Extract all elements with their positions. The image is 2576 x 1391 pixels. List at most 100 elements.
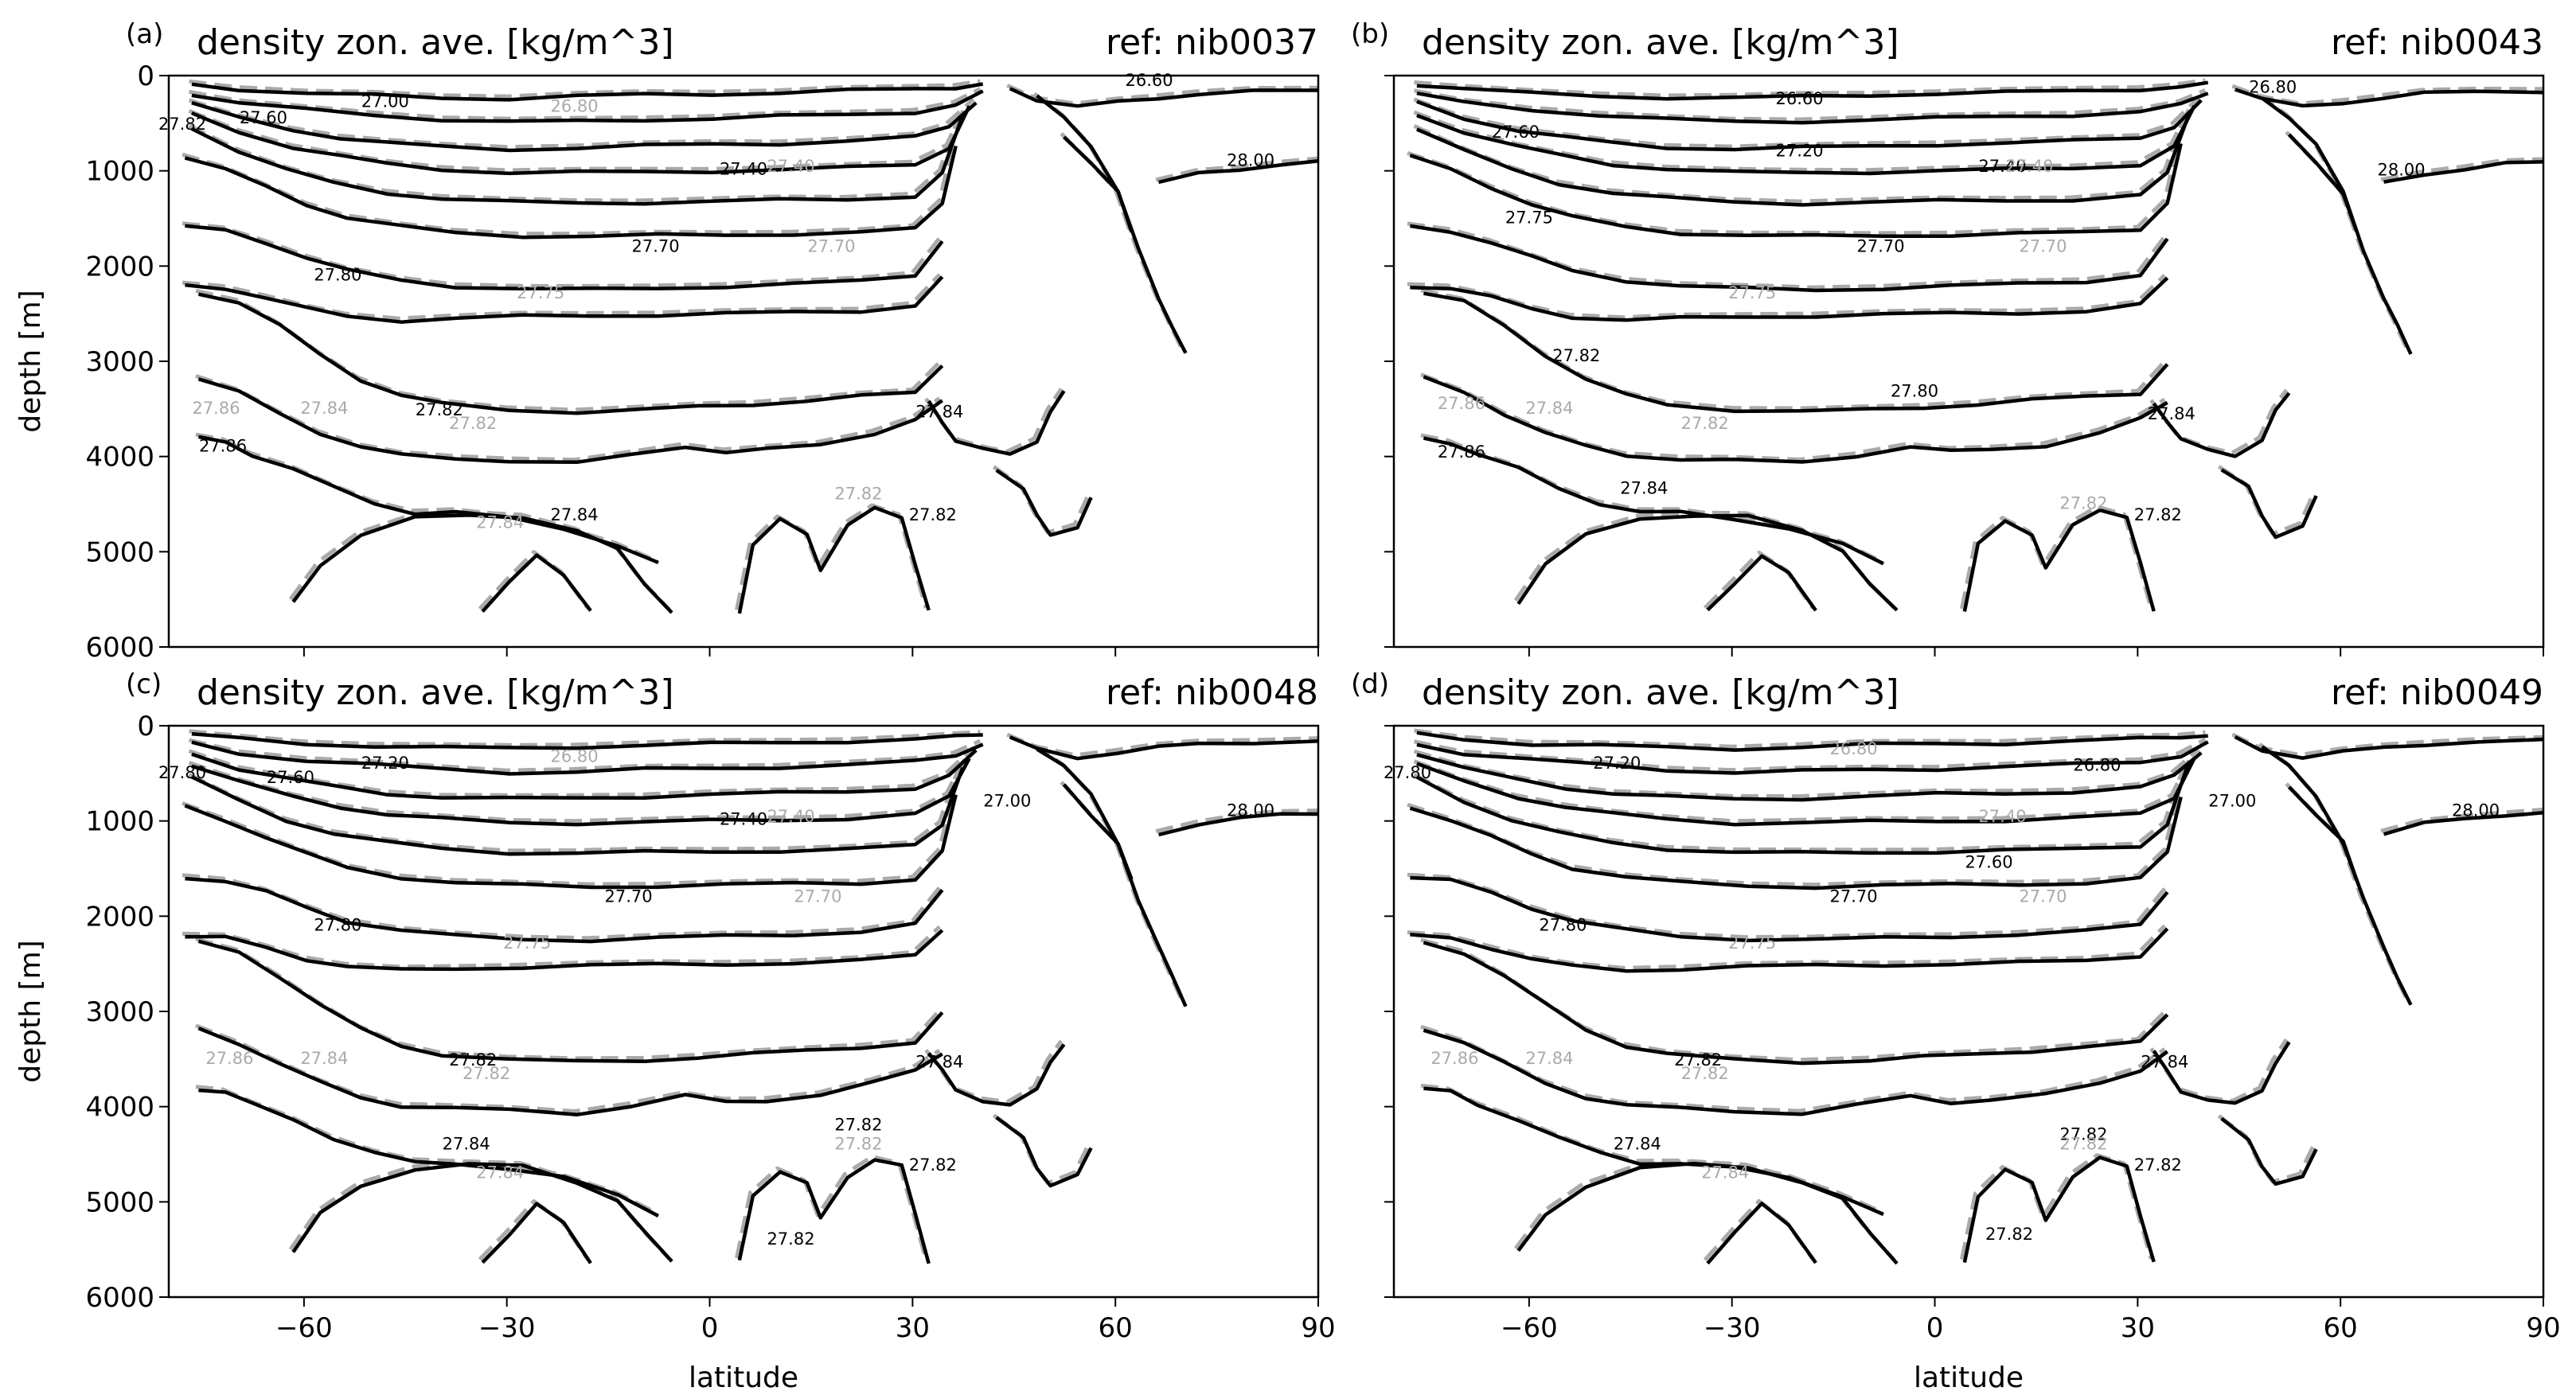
current-contour-line	[1063, 135, 1134, 233]
current-contour-line	[191, 758, 971, 827]
contour-label: 28.00	[2378, 161, 2426, 180]
contour-label: 27.00	[2208, 792, 2256, 811]
current-contour-line	[481, 553, 592, 614]
current-contour-line	[191, 89, 984, 123]
current-contour-line	[2220, 1116, 2318, 1186]
contour-label: 27.84	[300, 1049, 348, 1068]
reference-contour-line	[1032, 744, 1185, 1004]
current-contour-line	[197, 1027, 943, 1116]
current-contour-line	[2234, 735, 2543, 760]
contour-lines	[181, 729, 1318, 1264]
current-contour-line	[2383, 811, 2543, 836]
reference-contour-line	[1960, 505, 2153, 610]
current-contour-line	[1410, 224, 2169, 293]
contour-label: 27.82	[2134, 505, 2182, 524]
contour-label: 27.75	[503, 933, 551, 953]
contour-label: 27.84	[443, 1135, 490, 1154]
reference-contour-line	[188, 98, 975, 150]
x-tick-label: 30	[896, 1312, 930, 1344]
contour-label: 27.84	[1525, 399, 1573, 418]
reference-contour-line	[1413, 114, 2188, 204]
reference-contour-line	[188, 738, 982, 773]
reference-contour-line	[1060, 781, 1131, 879]
current-contour-line	[184, 145, 958, 240]
reference-contour-line	[189, 79, 981, 99]
current-contour-line	[1009, 87, 1318, 108]
y-tick-label: 6000	[85, 1282, 154, 1314]
panel-label: (c)	[126, 668, 162, 700]
panel-title: density zon. ave. [kg/m^3]	[197, 672, 674, 713]
reference-contour-line	[181, 221, 942, 288]
contour-label: 27.70	[605, 886, 653, 906]
axis-ticks: −60 −30 0 30 60 90	[1384, 725, 2561, 1344]
current-contour-line	[1416, 751, 2203, 802]
panel-label: (d)	[1351, 668, 1389, 700]
reference-contour-line	[1413, 737, 2207, 773]
contour-label: 27.82	[463, 1064, 510, 1083]
contour-label: 27.86	[1438, 442, 1485, 462]
contour-label: 27.84	[2148, 404, 2195, 423]
current-contour-line	[1516, 513, 1899, 612]
y-tick-label: 6000	[85, 632, 154, 664]
reference-contour-line	[2285, 782, 2356, 879]
contour-label: 27.82	[1985, 1225, 2033, 1244]
current-contour-line	[1416, 104, 2196, 176]
current-contour-line	[185, 224, 944, 291]
contour-label: 27.80	[1384, 763, 1431, 782]
reference-contour-line	[188, 746, 975, 797]
panel-label: (b)	[1351, 18, 1389, 50]
contour-label: 27.40	[2005, 157, 2053, 176]
contour-label: 27.75	[1505, 208, 1553, 228]
current-contour-line	[191, 740, 984, 776]
panel-ref: ref: nib0037	[1106, 22, 1318, 63]
x-tick-label: −30	[478, 1312, 536, 1344]
current-contour-line	[291, 1162, 673, 1263]
reference-contour-line	[1155, 808, 1318, 834]
y-tick-label: 4000	[85, 1092, 154, 1124]
current-contour-line	[190, 115, 965, 206]
contour-label: 27.84	[915, 1053, 963, 1072]
current-contour-line	[184, 794, 958, 890]
contour-label: 27.80	[158, 763, 206, 782]
contour-label: 27.80	[314, 265, 361, 284]
contour-label: 27.84	[1614, 1135, 1661, 1154]
contour-label: 27.84	[551, 505, 599, 524]
y-tick-label: 3000	[85, 346, 154, 378]
contour-lines	[1407, 728, 2543, 1265]
contour-label: 26.80	[551, 97, 599, 116]
contour-label: 27.60	[267, 768, 314, 787]
current-contour-line	[1157, 812, 1318, 837]
current-contour-line	[191, 749, 978, 800]
current-contour-line	[191, 82, 984, 102]
y-tick-label: 5000	[85, 536, 154, 568]
current-contour-line	[1062, 783, 1134, 880]
x-tick-label: −60	[275, 1312, 333, 1344]
contour-label: 27.82	[767, 1229, 814, 1249]
contour-label: 27.86	[1430, 1049, 1478, 1068]
current-contour-line	[2152, 1041, 2291, 1105]
reference-contour-line	[735, 503, 928, 610]
reference-contour-line	[181, 925, 942, 969]
contour-label: 27.75	[1728, 283, 1776, 302]
contour-labels: 27.60 27.00 27.82 26.80 27.40 27.40 27.70 27.70…	[158, 71, 1274, 532]
contour-label: 27.84	[1525, 1049, 1573, 1068]
current-contour-line	[291, 513, 673, 614]
contour-label: 27.82	[909, 1155, 957, 1175]
current-contour-line	[198, 1088, 660, 1218]
current-contour-line	[1706, 1202, 1817, 1265]
current-contour-line	[1410, 927, 2169, 973]
reference-contour-line	[188, 754, 969, 824]
contour-label: 27.84	[476, 1163, 524, 1182]
contour-label: 27.70	[2019, 886, 2067, 906]
reference-contour-line	[189, 729, 981, 747]
axis-ticks	[1384, 75, 2544, 657]
current-contour-line	[191, 101, 978, 153]
panel-ref: ref: nib0043	[2331, 22, 2543, 63]
current-contour-line	[1962, 1155, 2156, 1263]
reference-contour-line	[1032, 92, 1185, 353]
x-tick-label: 30	[2121, 1312, 2155, 1344]
contour-label: 27.40	[720, 160, 767, 179]
reference-contour-line	[181, 142, 955, 236]
current-contour-line	[1423, 375, 2168, 464]
